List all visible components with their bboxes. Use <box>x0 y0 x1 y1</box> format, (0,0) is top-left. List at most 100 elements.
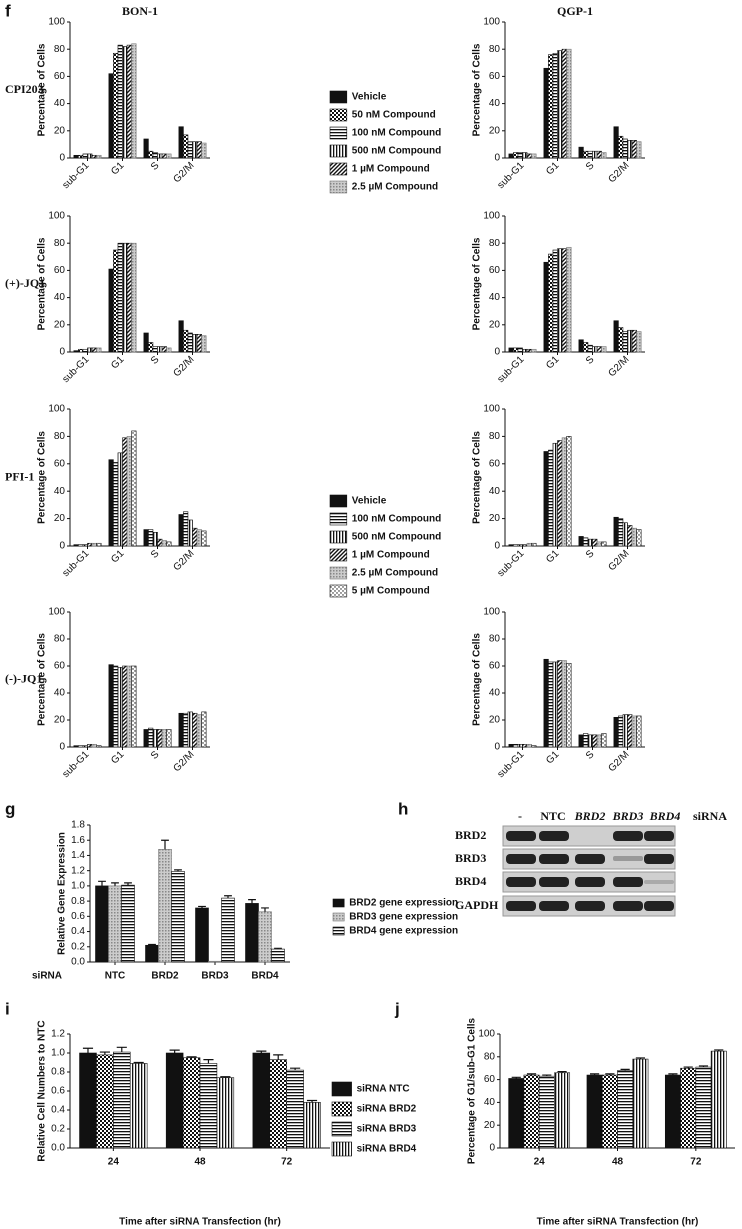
bar <box>269 1059 287 1149</box>
y-axis-label: Percentage of Cells <box>472 43 483 136</box>
bar <box>258 911 272 963</box>
error-bar <box>698 1065 709 1068</box>
bar <box>592 734 598 748</box>
y-tick-label: 40 <box>489 292 501 303</box>
bar <box>82 348 88 353</box>
bar <box>613 516 619 547</box>
bar <box>695 1066 712 1149</box>
bar <box>631 329 637 353</box>
x-tick-label: G2/M <box>606 354 631 379</box>
legend-label: siRNA BRD3 <box>357 1124 417 1135</box>
bar <box>548 253 554 353</box>
bar <box>561 48 567 159</box>
bar <box>522 743 528 748</box>
error-bar <box>605 1073 615 1076</box>
y-tick-label: 80 <box>489 238 501 249</box>
error-bar <box>148 943 156 946</box>
bar <box>601 152 607 159</box>
error-bar <box>82 1047 94 1053</box>
x-tick-label: G1 <box>109 354 127 372</box>
error-bar <box>169 1049 180 1053</box>
bar <box>586 1074 603 1149</box>
error-bar <box>124 882 132 886</box>
legend-label: Vehicle <box>352 496 387 507</box>
bar <box>161 540 167 547</box>
error-bar <box>198 905 206 908</box>
bar <box>513 743 519 748</box>
y-tick-label: 0.6 <box>51 1086 65 1097</box>
bar <box>82 544 88 547</box>
bar <box>87 743 93 748</box>
bar <box>631 140 637 159</box>
x-tick-label: S <box>584 548 597 561</box>
error-bar <box>98 880 106 886</box>
bar <box>201 711 207 748</box>
legend-swatch <box>331 1121 352 1137</box>
bar <box>108 73 114 159</box>
bar <box>196 714 202 748</box>
y-tick-label: 0.2 <box>51 1124 65 1135</box>
legend-label: BRD2 gene expression <box>349 898 458 909</box>
x-tick-label: sub-G1 <box>496 354 527 385</box>
y-tick-label: 80 <box>54 44 66 55</box>
bar <box>583 537 589 547</box>
bar <box>148 342 154 353</box>
bar <box>627 714 633 748</box>
legend-swatch <box>329 180 348 194</box>
bar <box>508 1078 525 1149</box>
bar <box>122 46 128 159</box>
legend-label: 5 µM Compound <box>352 586 430 597</box>
y-tick-label: 0.8 <box>51 1067 65 1078</box>
y-axis-label: Percentage of Cells <box>37 431 48 524</box>
row-label: (-)-JQ1 <box>5 671 42 685</box>
bar <box>526 743 532 748</box>
bar <box>613 320 619 353</box>
y-tick-label: 20 <box>489 125 501 136</box>
bar <box>152 531 158 547</box>
bar <box>161 729 167 748</box>
y-tick-label: 20 <box>489 715 501 726</box>
bar <box>526 542 532 547</box>
bar <box>592 150 598 159</box>
legend-swatch <box>329 494 348 508</box>
x-tick-label: sub-G1 <box>61 160 92 191</box>
bar <box>187 711 193 748</box>
bar <box>126 436 132 547</box>
bar <box>96 347 102 353</box>
bar <box>578 339 584 353</box>
bar <box>113 462 119 547</box>
bar <box>587 150 593 159</box>
legend-swatch <box>331 1101 352 1117</box>
y-tick-label: 0 <box>489 1143 495 1154</box>
y-tick-label: 60 <box>54 265 66 276</box>
bar <box>622 331 628 353</box>
x-tick-label: sub-G1 <box>61 548 92 579</box>
y-axis-label: Percentage of Cells <box>472 633 483 726</box>
bar <box>517 544 523 547</box>
bar <box>108 459 114 547</box>
y-tick-label: 0.8 <box>71 896 85 907</box>
x-tick-label: sub-G1 <box>496 160 527 191</box>
bar <box>631 715 637 748</box>
y-tick-label: 20 <box>54 513 66 524</box>
bar <box>113 52 119 159</box>
y-tick-label: 100 <box>483 211 500 222</box>
bar <box>78 745 84 748</box>
bar <box>143 138 149 159</box>
y-tick-label: 0 <box>494 541 500 552</box>
error-bar <box>714 1049 724 1052</box>
y-tick-label: 20 <box>54 319 66 330</box>
bar <box>664 1074 681 1149</box>
bar <box>566 436 572 547</box>
bar <box>517 152 523 159</box>
y-tick-label: 0 <box>494 742 500 753</box>
error-bar <box>186 1056 197 1058</box>
bar <box>592 346 598 353</box>
chart-title: BON-1 <box>122 4 158 18</box>
x-axis-label: Time after siRNA Transfection (hr) <box>537 1217 699 1228</box>
bar <box>199 1063 218 1149</box>
error-bar <box>557 1071 567 1073</box>
x-tick-label: G1 <box>544 160 562 178</box>
x-tick-label: BRD2 <box>151 971 179 982</box>
legend-swatch <box>329 566 348 580</box>
